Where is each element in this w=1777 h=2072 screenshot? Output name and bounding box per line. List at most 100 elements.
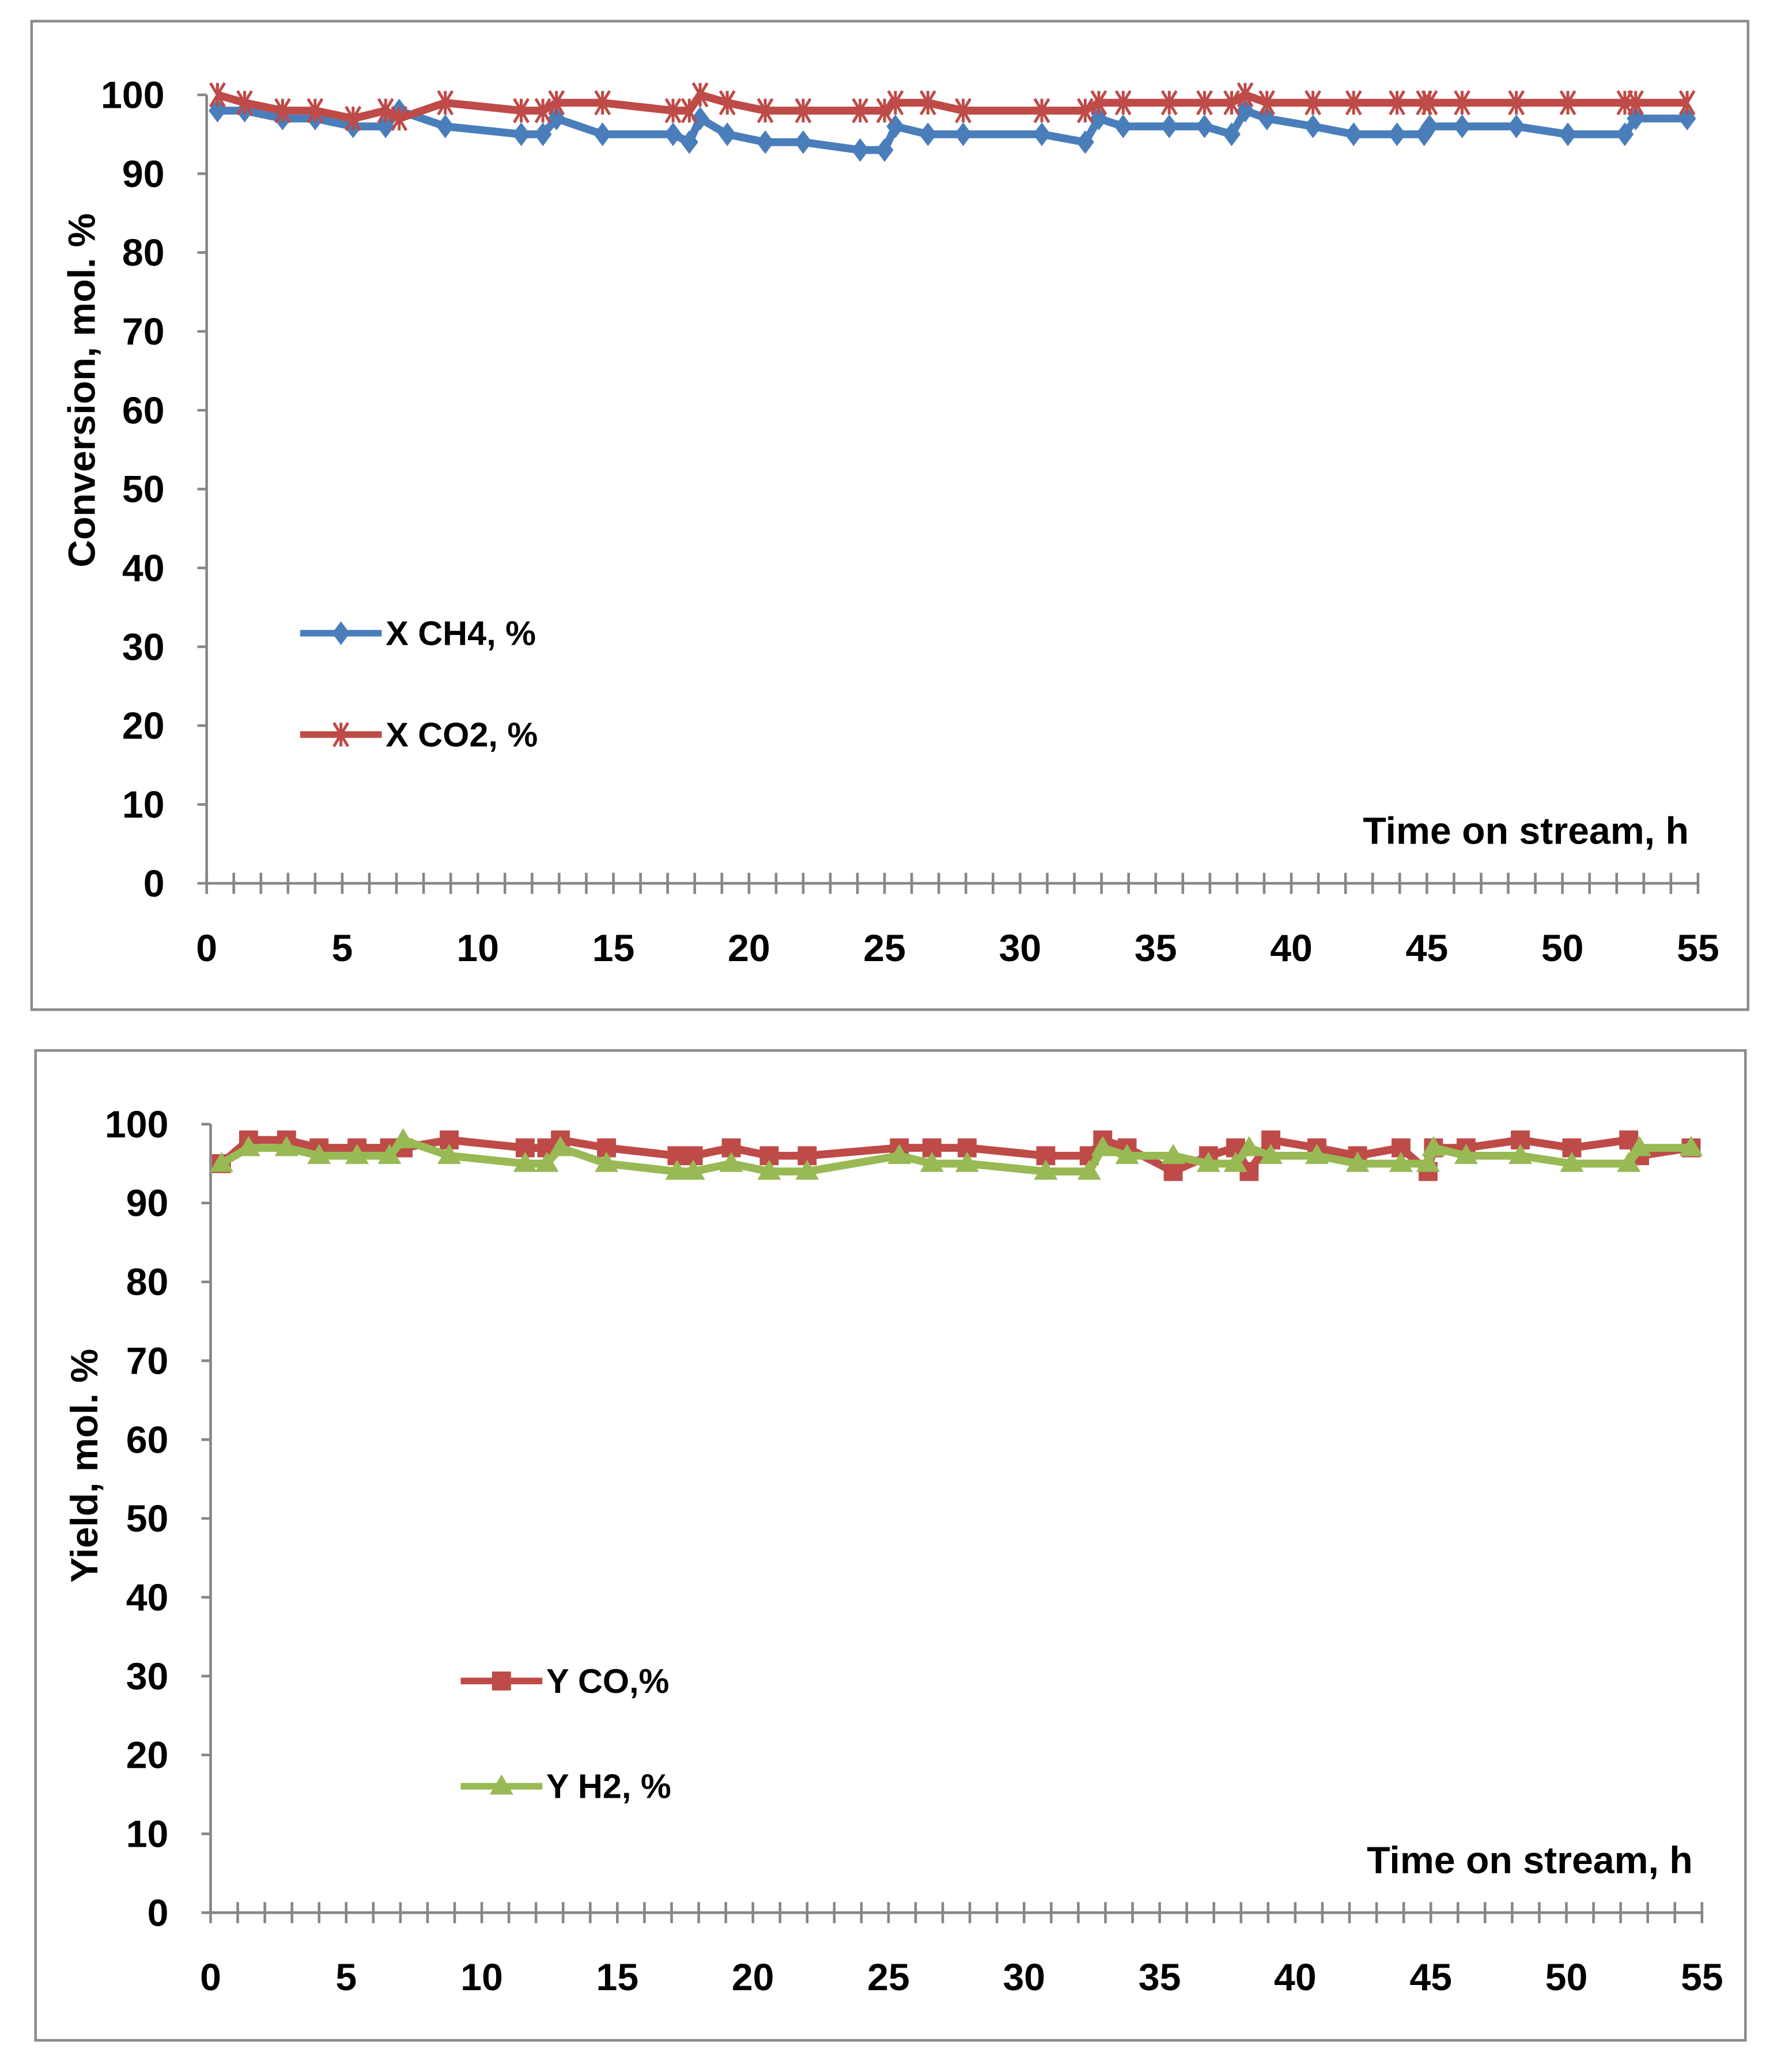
data-point: [1033, 98, 1050, 123]
data-point: [1196, 1151, 1220, 1172]
legend-marker: [332, 722, 350, 747]
data-point: [274, 98, 291, 123]
data-point: [852, 98, 869, 123]
data-point: [920, 1151, 944, 1172]
x-tick-label: 20: [732, 1956, 774, 1999]
x-tick-label: 15: [596, 1956, 639, 1999]
data-point: [954, 122, 973, 146]
data-point: [512, 122, 530, 146]
y-tick-label: 60: [122, 390, 165, 432]
y-tick-label: 70: [122, 311, 165, 353]
x-axis-title: Time on stream, h: [1363, 810, 1689, 852]
data-point: [377, 98, 394, 123]
y-tick-label: 90: [122, 153, 165, 195]
data-point: [1416, 1151, 1440, 1172]
y-tick-label: 30: [122, 626, 165, 668]
y-tick-label: 20: [126, 1734, 169, 1777]
data-point: [209, 1151, 233, 1172]
data-point: [535, 1151, 559, 1172]
legend-label: X CH4, %: [385, 614, 536, 653]
y-tick-label: 100: [105, 1103, 169, 1146]
data-point: [307, 98, 324, 123]
x-tick-label: 50: [1545, 1956, 1588, 1999]
legend-entry: Y CO,%: [460, 1662, 669, 1700]
data-point: [1388, 122, 1406, 146]
data-point: [1114, 90, 1132, 116]
data-point: [1421, 1136, 1446, 1156]
data-point: [955, 98, 972, 123]
legend-marker: [489, 1774, 513, 1795]
legend-entry: Y H2, %: [460, 1767, 671, 1806]
x-tick-label: 25: [867, 1956, 910, 1999]
series-1: [209, 82, 1696, 131]
y-axis-title: Yield, mol. %: [63, 1349, 106, 1583]
y-axis-title: Conversion, mol. %: [61, 213, 103, 568]
data-point: [1508, 90, 1525, 116]
data-point: [437, 1144, 462, 1164]
legend-label: Y CO,%: [546, 1662, 669, 1700]
data-point: [1454, 1144, 1478, 1164]
data-point: [1237, 82, 1254, 108]
data-point: [594, 90, 611, 116]
x-tick-label: 10: [456, 927, 499, 970]
data-point: [1033, 122, 1051, 146]
chart-frame-yield: [34, 1049, 1747, 2042]
data-point: [1091, 1136, 1115, 1156]
data-point: [681, 1159, 705, 1180]
legend-marker: [332, 621, 350, 645]
data-point: [377, 1144, 402, 1164]
y-tick-label: 40: [122, 547, 165, 589]
data-point: [1115, 1144, 1139, 1164]
x-tick-label: 20: [728, 927, 770, 970]
data-point: [513, 1151, 537, 1172]
data-point: [875, 138, 894, 162]
data-point: [513, 98, 530, 123]
x-tick-label: 40: [1274, 1956, 1317, 1999]
data-point: [307, 1144, 331, 1164]
data-point: [1508, 1144, 1533, 1164]
x-tick-label: 40: [1270, 927, 1313, 970]
data-point: [274, 1136, 298, 1156]
data-point: [1454, 90, 1471, 116]
data-point: [887, 90, 904, 116]
data-point: [680, 130, 698, 154]
y-tick-label: 80: [122, 232, 165, 274]
x-tick-label: 45: [1405, 927, 1448, 970]
data-point: [1223, 1151, 1247, 1172]
data-point: [1627, 90, 1644, 116]
y-tick-label: 30: [126, 1655, 169, 1698]
x-tick-label: 45: [1409, 1956, 1452, 1999]
data-point: [887, 1144, 912, 1164]
x-axis-title: Time on stream, h: [1367, 1839, 1693, 1882]
x-tick-label: 0: [200, 1956, 221, 1999]
data-point: [757, 1159, 781, 1180]
data-point: [719, 1151, 743, 1172]
data-point: [1305, 1144, 1329, 1164]
data-point: [1679, 1136, 1703, 1156]
data-point: [1559, 122, 1577, 146]
data-point: [691, 82, 709, 108]
x-tick-label: 0: [196, 927, 217, 970]
y-tick-label: 0: [148, 1892, 169, 1934]
data-point: [1559, 90, 1576, 116]
y-tick-label: 0: [143, 863, 165, 905]
data-point: [1453, 114, 1471, 138]
x-tick-label: 35: [1135, 927, 1177, 970]
data-point: [1678, 90, 1696, 116]
data-point: [345, 105, 362, 131]
legend-entry: X CH4, %: [300, 614, 536, 653]
data-point: [534, 122, 552, 146]
y-tick-label: 10: [126, 1813, 169, 1855]
data-point: [1345, 1151, 1370, 1172]
data-point: [593, 122, 612, 146]
data-point: [664, 98, 682, 123]
data-point: [391, 1128, 415, 1148]
data-point: [876, 98, 893, 123]
y-tick-label: 50: [122, 468, 165, 511]
data-point: [1616, 122, 1634, 146]
series-1: [209, 1128, 1703, 1180]
x-tick-label: 55: [1677, 927, 1719, 970]
data-point: [1627, 1136, 1652, 1156]
data-point: [1420, 114, 1439, 138]
data-point: [437, 90, 454, 116]
